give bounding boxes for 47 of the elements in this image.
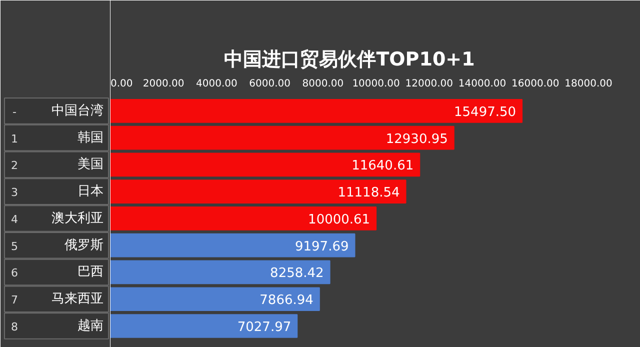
text: - xyxy=(12,105,17,118)
y-tick-label: 巴西 xyxy=(78,264,104,280)
text: 5 xyxy=(11,240,18,253)
text: 6 xyxy=(11,266,18,280)
bar xyxy=(110,233,356,258)
bar xyxy=(110,287,320,312)
bar xyxy=(110,260,330,284)
data-label: 8258.42 xyxy=(270,266,324,282)
data-label: 15497.50 xyxy=(454,104,516,120)
data-label: 11118.54 xyxy=(338,186,400,201)
bar xyxy=(110,126,454,150)
bar xyxy=(110,99,523,123)
y-tick-label: 韩国 xyxy=(78,130,104,146)
x-tick-label: 2000.00 xyxy=(142,78,184,90)
data-label: 11640.61 xyxy=(352,158,414,174)
x-tick-label: 14000.00 xyxy=(458,78,506,90)
text: 3 xyxy=(11,186,18,200)
bar xyxy=(110,206,377,230)
data-label: 7027.97 xyxy=(237,320,292,335)
data-label: 10000.61 xyxy=(308,212,370,228)
y-tick-label: 俄罗斯 xyxy=(64,238,104,253)
chart-title: 中国进口贸易伙伴TOP10+1 xyxy=(224,48,475,70)
bar xyxy=(110,314,298,338)
bar xyxy=(110,152,420,177)
x-tick-label: 0.00 xyxy=(110,78,133,90)
y-tick-label: 越南 xyxy=(78,318,104,334)
text: 4 xyxy=(11,212,18,226)
y-tick-label: 美国 xyxy=(78,156,104,172)
data-label: 9197.69 xyxy=(294,239,349,254)
text: 7 xyxy=(11,294,18,307)
text: 8 xyxy=(11,320,18,334)
y-tick-label: 日本 xyxy=(78,184,104,200)
y-tick-label: 马来西亚 xyxy=(52,292,104,307)
data-label: 12930.95 xyxy=(386,132,448,147)
x-tick-label: 8000.00 xyxy=(302,78,344,90)
bar xyxy=(110,180,406,204)
y-tick-label: 中国台湾 xyxy=(52,102,104,118)
x-tick-label: 6000.00 xyxy=(249,78,291,90)
x-tick-label: 12000.00 xyxy=(405,78,454,90)
x-tick-label: 4000.00 xyxy=(196,78,238,90)
text: 1 xyxy=(11,132,18,146)
y-tick-label: 澳大利亚 xyxy=(52,210,104,226)
text: 2 xyxy=(11,159,18,172)
x-tick-label: 16000.00 xyxy=(512,78,560,90)
x-tick-label: 18000.00 xyxy=(564,78,612,90)
x-tick-label: 10000.00 xyxy=(352,78,400,90)
data-label: 7866.94 xyxy=(260,293,314,308)
